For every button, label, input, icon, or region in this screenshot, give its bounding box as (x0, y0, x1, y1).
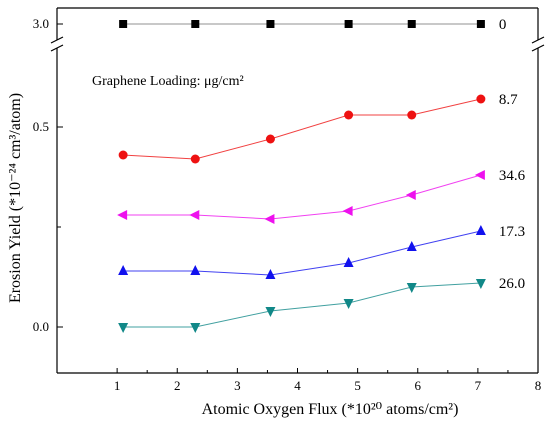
data-point (344, 110, 354, 120)
x-axis-title: Atomic Oxygen Flux (*10²⁰ atoms/cm²) (202, 401, 459, 418)
data-point (476, 94, 486, 104)
series-labels: 0 8.7 34.6 17.3 26.0 (499, 17, 526, 292)
series-line (123, 98, 481, 160)
series-label: 34.6 (499, 168, 526, 184)
series-line (123, 230, 481, 276)
series-label: 8.7 (499, 92, 518, 108)
data-point (264, 214, 275, 224)
x-tick-label: 1 (114, 378, 121, 393)
data-point (117, 210, 128, 220)
data-point (406, 241, 417, 251)
data-point (266, 20, 275, 28)
data-point (343, 299, 354, 309)
plot-frame (50, 7, 545, 374)
graphene-loading-annotation: Graphene Loading: μg/cm² (92, 74, 244, 89)
data-point (118, 265, 129, 275)
x-tick-label: 7 (475, 378, 482, 393)
series-label: 0 (499, 17, 507, 33)
data-point (190, 265, 201, 275)
data-point (405, 190, 416, 200)
data-point (407, 20, 416, 28)
data-point (118, 150, 128, 160)
data-point (189, 210, 200, 220)
y-tick-label: 0.0 (33, 319, 49, 334)
x-tick-label: 6 (415, 378, 422, 393)
y-tick-label: 3.0 (33, 16, 49, 31)
series-0 (119, 20, 485, 28)
data-point (343, 257, 354, 267)
data-point (191, 20, 200, 28)
x-tick-label: 4 (294, 378, 301, 393)
x-tick-label: 5 (354, 378, 361, 393)
data-point (190, 323, 201, 333)
data-point (265, 269, 276, 279)
data-point (265, 134, 275, 144)
axis-break-mark-left (50, 44, 64, 52)
series-layer (117, 20, 486, 333)
data-point (190, 154, 200, 164)
data-point (476, 20, 485, 28)
data-point (265, 307, 276, 317)
series-8-7 (118, 94, 486, 164)
y-tick-label: 0.5 (33, 119, 49, 134)
data-point (342, 206, 353, 216)
y-axis-title: Erosion Yield (*10⁻²⁴ cm³/atom) (7, 93, 24, 303)
data-point (474, 170, 485, 180)
series-label: 26.0 (499, 276, 525, 292)
axis-ticks: 1 2 3 4 5 6 7 8 0.0 0.5 3.0 (33, 16, 542, 393)
data-point (407, 110, 417, 120)
series-label: 17.3 (499, 224, 525, 240)
x-tick-label: 3 (234, 378, 241, 393)
data-point (475, 225, 486, 235)
series-34-6 (117, 170, 485, 224)
data-point (118, 323, 129, 333)
data-point (119, 20, 128, 28)
data-point (344, 20, 353, 28)
x-tick-label: 8 (535, 378, 542, 393)
x-tick-label: 2 (174, 378, 181, 393)
series-26-0 (118, 279, 486, 333)
data-point (406, 283, 417, 293)
series-line (123, 174, 482, 220)
axis-break-mark-right (531, 44, 545, 52)
series-17-3 (118, 225, 486, 279)
axis-break-mark-left (50, 36, 64, 44)
data-point (475, 279, 486, 289)
series-line (123, 282, 481, 328)
axis-break-mark-right (531, 36, 545, 44)
